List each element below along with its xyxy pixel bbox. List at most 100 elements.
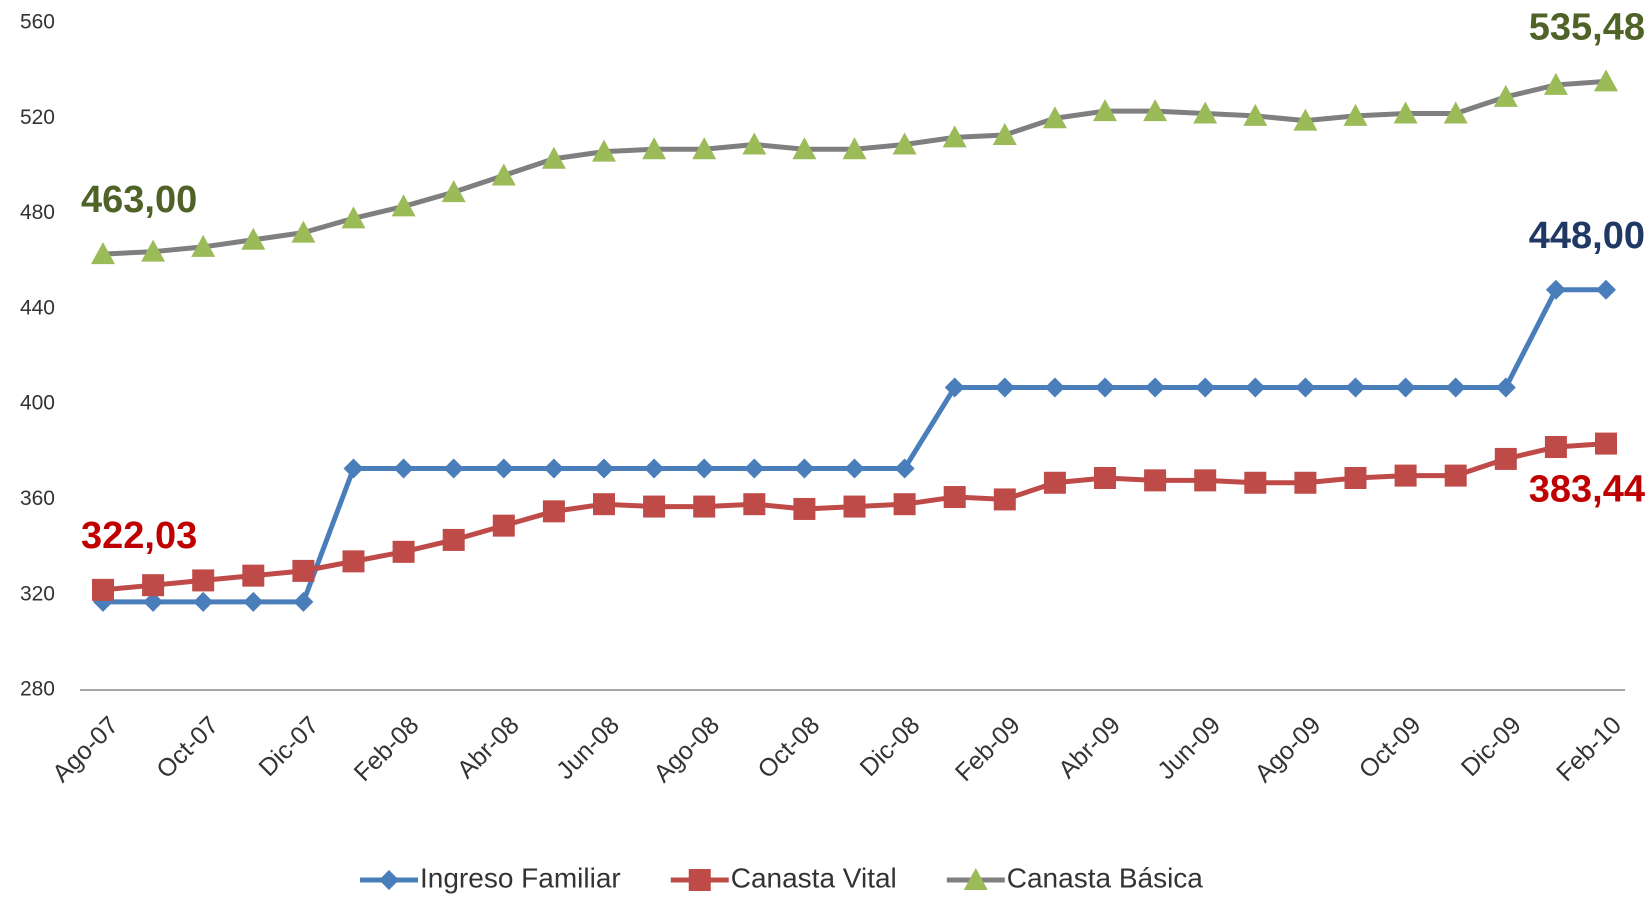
x-tick-label: Ago-09 bbox=[1250, 711, 1327, 788]
marker bbox=[1194, 469, 1217, 492]
marker bbox=[1493, 84, 1518, 107]
x-tick-label: Dic-09 bbox=[1456, 711, 1527, 782]
marker bbox=[543, 458, 564, 479]
marker bbox=[141, 239, 166, 262]
legend-item: Canasta Vital bbox=[670, 862, 897, 893]
x-tick-label: Feb-10 bbox=[1551, 711, 1627, 787]
marker bbox=[892, 132, 917, 155]
marker bbox=[593, 493, 615, 516]
marker bbox=[1495, 377, 1516, 398]
y-tick-label: 320 bbox=[20, 582, 55, 605]
marker bbox=[1544, 436, 1567, 459]
marker bbox=[1195, 377, 1216, 398]
legend-label: Ingreso Familiar bbox=[420, 862, 621, 893]
marker bbox=[842, 137, 867, 160]
marker bbox=[1193, 101, 1218, 124]
marker bbox=[1596, 279, 1616, 300]
marker bbox=[1243, 103, 1268, 126]
legend-marker bbox=[963, 868, 988, 890]
marker bbox=[794, 458, 815, 479]
marker bbox=[1294, 471, 1317, 494]
marker bbox=[143, 591, 164, 612]
marker bbox=[1444, 464, 1467, 487]
marker bbox=[942, 125, 967, 148]
y-tick-label: 400 bbox=[20, 392, 55, 415]
marker bbox=[1445, 377, 1466, 398]
x-tick-label: Jun-08 bbox=[551, 711, 625, 785]
marker bbox=[742, 132, 767, 155]
legend-item: Ingreso Familiar bbox=[360, 862, 621, 893]
marker bbox=[391, 194, 416, 217]
data-label: 322,03 bbox=[81, 515, 197, 557]
marker bbox=[943, 486, 966, 509]
marker bbox=[441, 180, 466, 203]
marker bbox=[1395, 377, 1416, 398]
marker bbox=[1095, 377, 1115, 398]
marker bbox=[893, 493, 916, 516]
marker bbox=[142, 574, 165, 597]
marker bbox=[292, 559, 315, 582]
y-tick-label: 480 bbox=[20, 201, 55, 224]
marker bbox=[993, 488, 1016, 511]
x-tick-label: Feb-09 bbox=[950, 711, 1026, 787]
marker bbox=[491, 163, 516, 186]
marker bbox=[1345, 377, 1366, 398]
y-tick-label: 560 bbox=[20, 11, 55, 34]
marker bbox=[492, 514, 515, 537]
data-label: 535,48 bbox=[1529, 6, 1645, 48]
x-tick-label: Ago-08 bbox=[648, 711, 725, 788]
marker bbox=[443, 458, 464, 479]
marker bbox=[694, 458, 715, 479]
marker bbox=[342, 550, 365, 573]
marker bbox=[843, 495, 866, 518]
marker bbox=[393, 458, 414, 479]
marker bbox=[1093, 99, 1117, 122]
legend-marker bbox=[688, 869, 711, 891]
x-tick-label: Feb-08 bbox=[349, 711, 425, 787]
data-label: 448,00 bbox=[1529, 215, 1645, 257]
marker bbox=[1143, 99, 1168, 122]
marker bbox=[594, 458, 614, 479]
marker bbox=[1094, 466, 1116, 489]
marker bbox=[1443, 101, 1468, 124]
marker bbox=[343, 458, 364, 479]
marker bbox=[92, 578, 114, 601]
marker bbox=[894, 458, 915, 479]
y-tick-label: 440 bbox=[20, 296, 55, 319]
legend-label: Canasta Vital bbox=[731, 862, 897, 893]
marker bbox=[1494, 447, 1517, 470]
y-tick-label: 360 bbox=[20, 487, 55, 510]
marker bbox=[341, 206, 366, 229]
x-tick-label: Abr-08 bbox=[452, 711, 525, 784]
marker bbox=[1545, 279, 1566, 300]
marker bbox=[193, 591, 214, 612]
marker bbox=[1245, 377, 1266, 398]
marker bbox=[643, 495, 666, 518]
y-tick-label: 520 bbox=[20, 106, 55, 129]
marker bbox=[1595, 432, 1617, 455]
marker bbox=[1594, 69, 1618, 92]
marker bbox=[243, 591, 264, 612]
marker bbox=[792, 137, 817, 160]
marker bbox=[1393, 101, 1418, 124]
marker bbox=[242, 564, 265, 587]
marker bbox=[241, 227, 266, 250]
y-tick-label: 280 bbox=[20, 678, 55, 701]
marker bbox=[644, 458, 665, 479]
marker bbox=[293, 591, 314, 612]
x-tick-label: Dic-07 bbox=[253, 711, 324, 782]
marker bbox=[91, 242, 115, 265]
marker bbox=[692, 137, 717, 160]
marker bbox=[1044, 377, 1065, 398]
marker bbox=[191, 234, 216, 257]
marker bbox=[1293, 108, 1318, 131]
marker bbox=[793, 497, 816, 520]
marker bbox=[493, 458, 514, 479]
marker bbox=[592, 139, 616, 162]
marker bbox=[192, 569, 215, 592]
marker bbox=[994, 377, 1015, 398]
x-tick-label: Oct-09 bbox=[1354, 711, 1427, 784]
x-tick-label: Ago-07 bbox=[47, 711, 124, 788]
marker bbox=[541, 146, 566, 169]
marker bbox=[392, 540, 415, 563]
